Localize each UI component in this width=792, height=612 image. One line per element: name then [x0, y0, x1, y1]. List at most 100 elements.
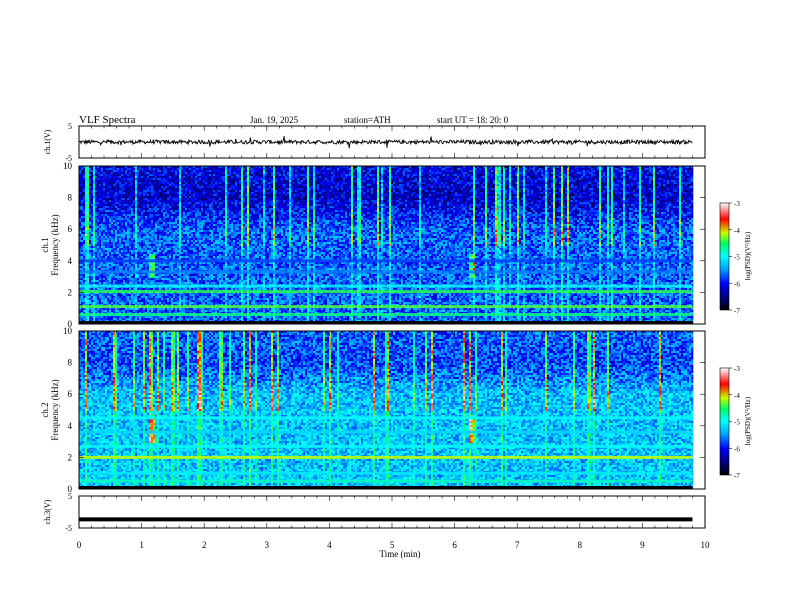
spectrogram-cell: [219, 194, 222, 197]
spectrogram-cell: [83, 166, 86, 169]
spectrogram-cell: [685, 190, 688, 193]
spectrogram-cell: [239, 180, 242, 183]
spectrogram-cell: [223, 174, 226, 177]
spectrogram-cell: [427, 166, 430, 169]
spectrogram-cell: [101, 180, 104, 183]
spectrogram-cell: [285, 172, 288, 175]
spectrogram-cell: [97, 176, 100, 179]
spectrogram-cell: [673, 192, 676, 195]
spectrogram-cell: [89, 182, 92, 185]
spectrogram-cell: [303, 184, 306, 187]
spectrogram-cell: [621, 184, 624, 187]
spectrogram-cell: [511, 176, 514, 179]
spectrogram-cell: [323, 190, 326, 193]
spectrogram-cell: [457, 168, 460, 171]
spectrogram-cell: [527, 170, 530, 173]
spectrogram-cell: [225, 196, 228, 199]
spectrogram-cell: [109, 182, 112, 185]
spectrogram-cell: [101, 166, 104, 169]
spectrogram-cell: [525, 190, 528, 193]
spectrogram-cell: [601, 172, 604, 175]
spectrogram-cell: [641, 184, 644, 187]
spectrogram-cell: [631, 182, 634, 185]
spectrogram-cell: [417, 186, 420, 189]
spectrogram-cell: [249, 190, 252, 193]
spectrogram-cell: [599, 192, 602, 195]
spectrogram-cell: [215, 180, 218, 183]
spectrogram-cell: [343, 186, 346, 189]
spectrogram-cell: [321, 196, 324, 199]
spectrogram-cell: [139, 182, 142, 185]
spectrogram-cell: [351, 176, 354, 179]
spectrogram-cell: [393, 190, 396, 193]
spectrogram-cell: [289, 168, 292, 171]
spectrogram-cell: [417, 188, 420, 191]
spectrogram-cell: [553, 186, 556, 189]
spectrogram-cell: [501, 184, 504, 187]
spectrogram-cell: [395, 172, 398, 175]
spectrogram-cell: [691, 180, 694, 183]
spectrogram-cell: [373, 182, 376, 185]
spectrogram-cell: [223, 168, 226, 171]
spectrogram-cell: [353, 184, 356, 187]
spectrogram-cell: [551, 190, 554, 193]
spectrogram-cell: [145, 174, 148, 177]
spectrogram-cell: [589, 196, 592, 199]
spectrogram-cell: [93, 182, 96, 185]
spectrogram-cell: [495, 184, 498, 187]
spectrogram-cell: [593, 174, 596, 177]
spectrogram-cell: [197, 184, 200, 187]
spectrogram-cell: [89, 170, 92, 173]
spectrogram-cell: [601, 174, 604, 177]
spectrogram-cell: [259, 186, 262, 189]
spectrogram-cell: [511, 170, 514, 173]
spectrogram-cell: [89, 196, 92, 199]
spectrogram-cell: [661, 192, 664, 195]
spectrogram-cell: [505, 184, 508, 187]
spectrogram-cell: [607, 188, 610, 191]
spectrogram-cell: [477, 176, 480, 179]
spectrogram-cell: [279, 168, 282, 171]
spectrogram-cell: [275, 186, 278, 189]
spectrogram-cell: [601, 170, 604, 173]
spectrogram-cell: [651, 190, 654, 193]
spectrogram-cell: [101, 178, 104, 181]
spectrogram-cell: [369, 188, 372, 191]
spectrogram-cell: [477, 188, 480, 191]
spectrogram-cell: [255, 196, 258, 199]
spectrogram-cell: [439, 196, 442, 199]
spectrogram-cell: [231, 180, 234, 183]
spectrogram-cell: [465, 192, 468, 195]
spectrogram-cell: [421, 172, 424, 175]
spectrogram-cell: [153, 190, 156, 193]
spectrogram-cell: [141, 188, 144, 191]
spectrogram-cell: [187, 188, 190, 191]
spectrogram-cell: [471, 192, 474, 195]
spectrogram-cell: [163, 172, 166, 175]
spectrogram-cell: [263, 190, 266, 193]
spectrogram-cell: [95, 180, 98, 183]
spectrogram-cell: [513, 172, 516, 175]
spectrogram-cell: [433, 190, 436, 193]
spectrogram-cell: [501, 174, 504, 177]
spectrogram-cell: [481, 170, 484, 173]
spectrogram-cell: [437, 182, 440, 185]
spectrogram-cell: [397, 194, 400, 197]
spectrogram-cell: [505, 188, 508, 191]
date-label: Jan. 19, 2025: [250, 115, 298, 125]
spectrogram-cell: [289, 178, 292, 181]
spectrogram-cell: [263, 182, 266, 185]
spectrogram-cell: [433, 186, 436, 189]
spectrogram-cell: [669, 186, 672, 189]
spectrogram-cell: [445, 176, 448, 179]
spectrogram-cell: [233, 184, 236, 187]
spectrogram-cell: [207, 168, 210, 171]
spectrogram-cell: [683, 190, 686, 193]
spectrogram-cell: [501, 170, 504, 173]
spectrogram-cell: [331, 178, 334, 181]
spectrogram-cell: [441, 172, 444, 175]
spectrogram-cell: [121, 192, 124, 195]
spectrogram-cell: [365, 194, 368, 197]
spectrogram-cell: [643, 182, 646, 185]
spectrogram-cell: [175, 174, 178, 177]
